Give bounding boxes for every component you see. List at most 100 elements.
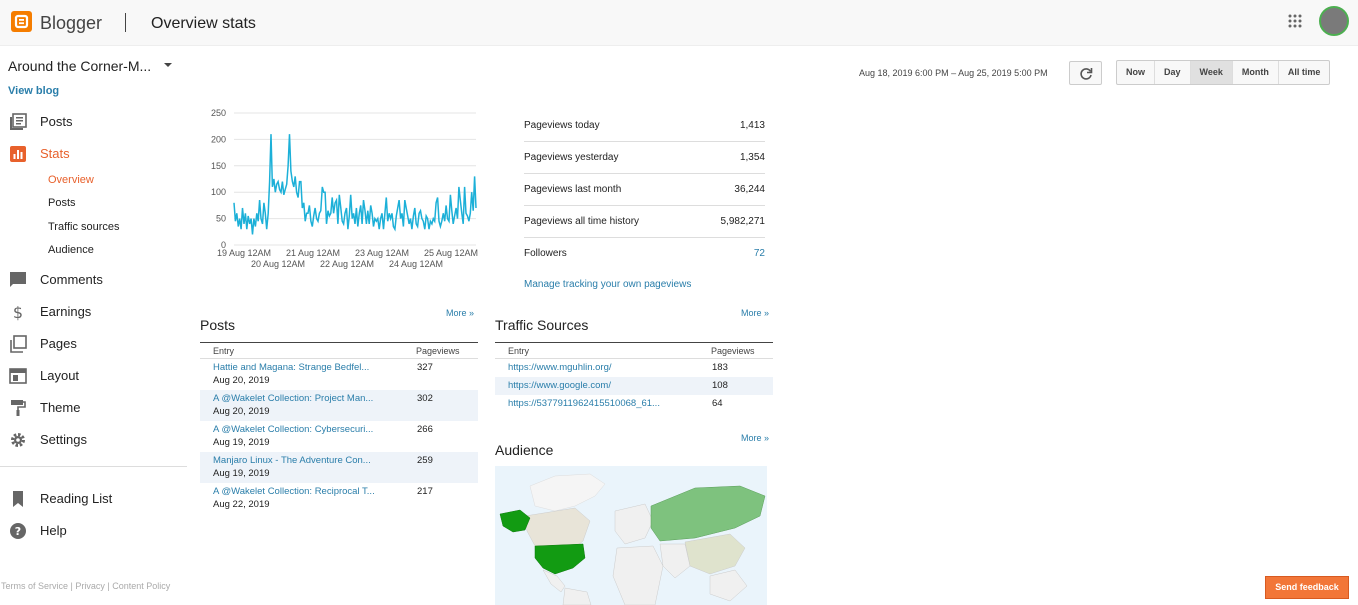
post-date: Aug 20, 2019 xyxy=(213,406,270,417)
table-row: Hattie and Magana: Strange Bedfel... Aug … xyxy=(200,359,478,390)
brand-name[interactable]: Blogger xyxy=(40,13,103,33)
traffic-section-title: Traffic Sources xyxy=(495,317,589,333)
traffic-url-link[interactable]: https://www.mguhlin.org/ xyxy=(508,362,612,373)
range-now-button[interactable]: Now xyxy=(1117,61,1155,84)
refresh-icon xyxy=(1080,68,1093,80)
table-header: Entry Pageviews xyxy=(495,342,773,359)
post-title-link[interactable]: Hattie and Magana: Strange Bedfel... xyxy=(213,362,370,373)
comments-icon xyxy=(10,272,26,287)
send-feedback-button[interactable]: Send feedback xyxy=(1265,576,1349,599)
chevron-down-icon[interactable] xyxy=(164,63,172,67)
traffic-url-link[interactable]: https://www.google.com/ xyxy=(508,380,611,391)
stats-icon xyxy=(10,146,26,162)
sidebar-item-comments[interactable]: Comments xyxy=(0,267,187,295)
summary-table: Pageviews today 1,413 Pageviews yesterday… xyxy=(524,110,765,270)
sidebar-item-settings[interactable]: Settings xyxy=(0,427,187,455)
post-title-link[interactable]: A @Wakelet Collection: Project Man... xyxy=(213,393,374,404)
range-month-button[interactable]: Month xyxy=(1233,61,1279,84)
traffic-views: 64 xyxy=(712,398,723,409)
page-title: Overview stats xyxy=(151,15,256,32)
footer-divider: | xyxy=(70,581,76,591)
audience-more-link[interactable]: More » xyxy=(741,433,770,443)
apps-grid-icon[interactable] xyxy=(1288,14,1302,28)
table-row: https://www.mguhlin.org/183 xyxy=(495,359,773,377)
range-all-time-button[interactable]: All time xyxy=(1287,67,1321,77)
sidebar-item-earnings[interactable]: $ Earnings xyxy=(0,299,187,327)
refresh-button[interactable] xyxy=(1069,61,1102,85)
sidebar-item-stats[interactable]: Stats xyxy=(0,141,187,169)
x-tick-label: 25 Aug 12AM xyxy=(424,248,478,258)
manage-tracking-link[interactable]: Manage tracking your own pageviews xyxy=(524,279,692,290)
table-row: A @Wakelet Collection: Cybersecuri... Aug… xyxy=(200,421,478,452)
post-date: Aug 22, 2019 xyxy=(213,499,270,510)
layout-icon xyxy=(9,368,27,384)
subnav-audience[interactable]: Audience xyxy=(48,244,94,256)
post-views: 302 xyxy=(417,393,433,404)
summary-value: 1,413 xyxy=(739,120,765,131)
post-title-link[interactable]: A @Wakelet Collection: Reciprocal T... xyxy=(213,486,375,497)
series-line xyxy=(233,134,477,235)
x-tick-label: 24 Aug 12AM xyxy=(389,259,443,269)
table-row: https://www.google.com/108 xyxy=(495,377,773,395)
y-tick-label: 50 xyxy=(216,214,226,224)
y-tick-label: 150 xyxy=(211,161,226,171)
post-views: 259 xyxy=(417,455,433,466)
summary-value: 1,354 xyxy=(739,152,765,163)
x-tick-label: 20 Aug 12AM xyxy=(251,259,305,269)
subnav-traffic-sources[interactable]: Traffic sources xyxy=(48,221,120,233)
privacy-link[interactable]: Privacy xyxy=(75,581,105,591)
blog-selector[interactable]: Around the Corner-M... xyxy=(8,58,152,74)
posts-section-title: Posts xyxy=(200,317,236,333)
y-tick-label: 250 xyxy=(211,108,226,118)
date-range: Aug 18, 2019 6:00 PM – Aug 25, 2019 5:00… xyxy=(859,68,1048,78)
table-row: A @Wakelet Collection: Reciprocal T... Au… xyxy=(200,483,478,514)
subnav-posts[interactable]: Posts xyxy=(48,197,76,209)
view-blog-link[interactable]: View blog xyxy=(8,85,60,97)
sidebar-item-label: Reading List xyxy=(40,491,113,506)
posts-more-link[interactable]: More » xyxy=(446,308,475,318)
range-week-button[interactable]: Week xyxy=(1190,61,1233,84)
sidebar-item-pages[interactable]: Pages xyxy=(0,331,187,359)
range-day-button[interactable]: Day xyxy=(1155,61,1191,84)
x-tick-label: 19 Aug 12AM xyxy=(217,248,271,258)
post-date: Aug 19, 2019 xyxy=(213,437,270,448)
sidebar-item-label: Stats xyxy=(40,146,70,161)
posts-icon xyxy=(10,113,27,130)
y-tick-label: 100 xyxy=(211,187,226,197)
sidebar-item-label: Help xyxy=(40,523,67,538)
post-views: 217 xyxy=(417,486,433,497)
sidebar-item-label: Pages xyxy=(40,336,77,351)
account-avatar[interactable] xyxy=(1319,6,1349,36)
col-entry: Entry xyxy=(213,346,235,356)
x-tick-label: 22 Aug 12AM xyxy=(320,259,374,269)
post-title-link[interactable]: A @Wakelet Collection: Cybersecuri... xyxy=(213,424,374,435)
blogger-logo-icon[interactable] xyxy=(11,11,32,32)
sidebar-item-layout[interactable]: Layout xyxy=(0,363,187,391)
x-tick-label: 21 Aug 12AM xyxy=(286,248,340,258)
sidebar-item-label: Comments xyxy=(40,272,103,287)
subnav-overview[interactable]: Overview xyxy=(48,174,94,186)
summary-value: 36,244 xyxy=(734,184,765,195)
sidebar-item-reading-list[interactable]: Reading List xyxy=(0,486,187,514)
summary-label: Pageviews today xyxy=(524,120,600,131)
traffic-url-link[interactable]: https://5377911962415510068_61... xyxy=(508,398,660,409)
audience-world-map xyxy=(495,466,767,605)
time-range-group: Now Day Week Month All time xyxy=(1116,60,1331,85)
table-row: A @Wakelet Collection: Project Man... Aug… xyxy=(200,390,478,421)
sidebar-item-theme[interactable]: Theme xyxy=(0,395,187,423)
content-policy-link[interactable]: Content Policy xyxy=(112,581,171,591)
svg-text:$: $ xyxy=(13,303,23,321)
sidebar-item-posts[interactable]: Posts xyxy=(0,109,187,137)
followers-link[interactable]: 72 xyxy=(753,248,765,259)
terms-link[interactable]: Terms of Service xyxy=(1,581,69,591)
help-icon: ? xyxy=(10,523,26,539)
post-title-link[interactable]: Manjaro Linux - The Adventure Con... xyxy=(213,455,371,466)
summary-row: Followers 72 xyxy=(524,238,765,270)
traffic-more-link[interactable]: More » xyxy=(741,308,770,318)
title-divider xyxy=(125,13,126,32)
summary-label: Pageviews all time history xyxy=(524,216,640,227)
table-row: https://5377911962415510068_61... 64 xyxy=(495,395,773,413)
sidebar-item-help[interactable]: ? Help xyxy=(0,518,187,546)
theme-roller-icon xyxy=(11,400,26,416)
sidebar-item-label: Earnings xyxy=(40,304,92,319)
